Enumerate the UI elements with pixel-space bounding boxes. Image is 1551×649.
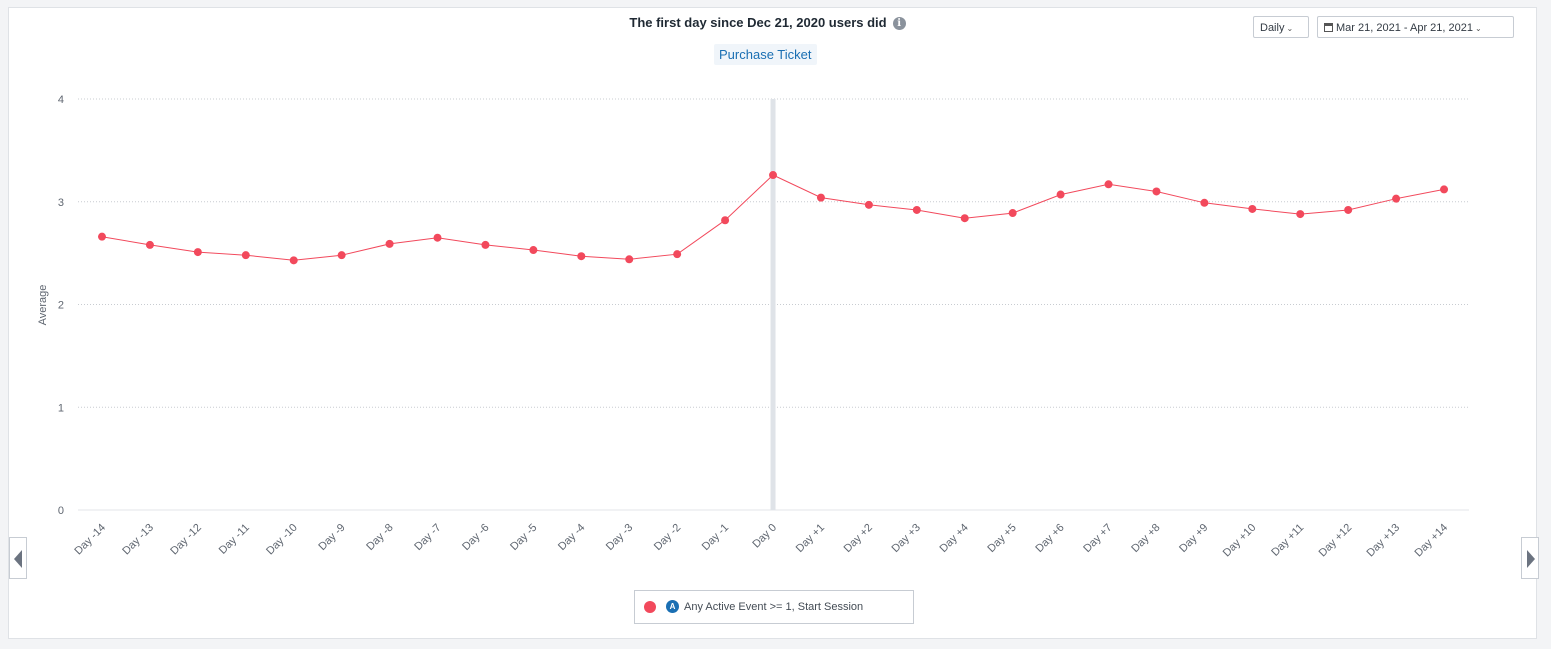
x-tick-label: Day -9 (316, 522, 347, 553)
x-tick-label: Day +12 (1317, 522, 1355, 560)
data-point[interactable] (193, 248, 202, 257)
y-tick-label: 1 (58, 402, 64, 414)
x-tick-label: Day -3 (604, 522, 635, 553)
x-tick-label: Day +4 (938, 522, 971, 555)
caret-left-icon (14, 550, 22, 568)
event-name-link[interactable]: Purchase Ticket (714, 44, 817, 65)
data-point[interactable] (1104, 180, 1113, 189)
data-point[interactable] (241, 251, 250, 260)
data-point[interactable] (289, 256, 298, 265)
x-tick-label: Day -13 (120, 522, 156, 558)
y-tick-label: 4 (58, 94, 64, 106)
chart-title-text: The first day since Dec 21, 2020 users d… (629, 15, 887, 30)
x-tick-label: Day +11 (1269, 522, 1306, 559)
previous-range-button[interactable] (9, 537, 27, 579)
data-point[interactable] (1056, 190, 1065, 199)
data-point[interactable] (625, 255, 634, 264)
x-tick-label: Day +9 (1177, 522, 1210, 555)
legend-series-swatch (644, 601, 656, 613)
x-tick-label: Day +3 (890, 522, 923, 555)
x-tick-label: Day +14 (1412, 522, 1450, 560)
data-point[interactable] (1008, 209, 1017, 218)
y-tick-label: 2 (58, 300, 64, 312)
y-axis-label: Average (37, 285, 49, 326)
y-tick-label: 0 (58, 505, 64, 517)
x-tick-label: Day -14 (72, 522, 108, 558)
data-point[interactable] (1200, 198, 1209, 207)
data-point[interactable] (145, 240, 154, 249)
x-tick-label: Day -8 (364, 522, 395, 553)
interval-label: Daily (1260, 22, 1285, 34)
x-axis-ticks: Day -14 Day -13 Day -12 Day -11 Day -10 Day -… (72, 522, 1450, 560)
data-point[interactable] (529, 246, 538, 255)
data-point[interactable] (816, 193, 825, 202)
data-point[interactable] (1296, 210, 1305, 219)
x-tick-label: Day +8 (1129, 522, 1162, 555)
x-tick-label: Day -7 (412, 522, 443, 553)
series-line-group (98, 171, 1449, 265)
interval-dropdown[interactable]: Daily ⌄ (1253, 16, 1309, 38)
data-point[interactable] (673, 250, 682, 259)
caret-right-icon (1527, 550, 1535, 568)
date-range-picker[interactable]: Mar 21, 2021 - Apr 21, 2021 ⌄ (1317, 16, 1514, 38)
data-point[interactable] (385, 239, 394, 248)
chevron-down-icon: ⌄ (1286, 24, 1294, 33)
x-tick-label: Day -6 (460, 522, 491, 553)
chart-title: The first day since Dec 21, 2020 users d… (0, 15, 1535, 30)
data-point[interactable] (864, 200, 873, 209)
x-tick-label: Day +10 (1221, 522, 1259, 560)
y-axis-ticks: 0 1 2 3 4 (58, 94, 64, 517)
data-point[interactable] (1152, 187, 1161, 196)
x-tick-label: Day +7 (1081, 522, 1114, 555)
x-tick-label: Day -12 (168, 522, 204, 558)
x-tick-label: Day +5 (985, 522, 1018, 555)
calendar-icon (1324, 23, 1333, 32)
data-point[interactable] (577, 252, 586, 261)
x-tick-label: Day +2 (842, 522, 875, 555)
event-icon: A (666, 600, 679, 613)
data-point[interactable] (481, 240, 490, 249)
data-point[interactable] (1344, 205, 1353, 214)
date-range-label: Mar 21, 2021 - Apr 21, 2021 (1336, 22, 1473, 34)
data-point[interactable] (912, 205, 921, 214)
data-point[interactable] (1440, 185, 1449, 194)
chart-legend[interactable]: A Any Active Event >= 1, Start Session (634, 590, 914, 624)
x-tick-label: Day -2 (652, 522, 683, 553)
data-point[interactable] (98, 232, 106, 241)
y-tick-label: 3 (58, 197, 64, 209)
info-icon[interactable]: i (892, 17, 906, 30)
legend-series-label: Any Active Event >= 1, Start Session (684, 601, 864, 613)
data-point[interactable] (433, 233, 442, 242)
x-tick-label: Day -10 (264, 522, 300, 558)
x-tick-label: Day 0 (750, 522, 779, 551)
data-point[interactable] (1392, 194, 1401, 203)
x-tick-label: Day +6 (1033, 522, 1066, 555)
data-point[interactable] (721, 216, 730, 225)
x-tick-label: Day +1 (794, 522, 827, 555)
data-point[interactable] (769, 171, 778, 180)
data-point[interactable] (960, 214, 969, 223)
x-tick-label: Day -5 (508, 522, 539, 553)
x-tick-label: Day -1 (700, 522, 731, 553)
chevron-down-icon: ⌄ (1474, 24, 1482, 33)
next-range-button[interactable] (1521, 537, 1539, 579)
day-zero-marker (770, 99, 776, 510)
data-point[interactable] (337, 251, 346, 260)
x-tick-label: Day -11 (217, 522, 252, 557)
data-point[interactable] (1248, 204, 1257, 213)
x-tick-label: Day -4 (556, 522, 587, 553)
x-tick-label: Day +13 (1365, 522, 1403, 560)
